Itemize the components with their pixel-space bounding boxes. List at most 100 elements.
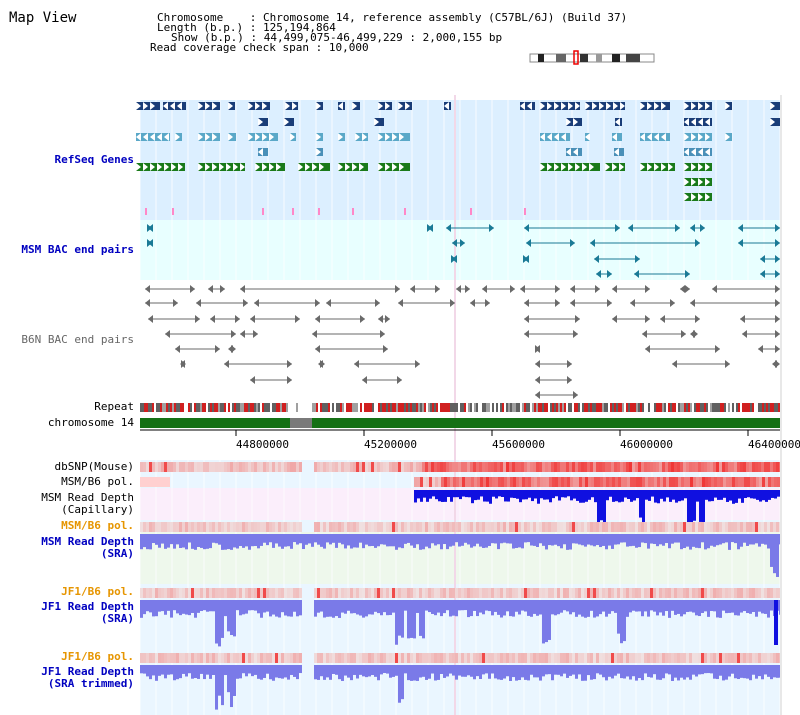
- depth-bar: [482, 600, 485, 615]
- depth-bar: [218, 534, 221, 545]
- heat-cell: [158, 462, 161, 472]
- b6n-bac-track[interactable]: [145, 285, 780, 399]
- gene-exon-arrow: [164, 133, 169, 141]
- depth-bar: [392, 600, 395, 613]
- heat-cell: [419, 653, 422, 663]
- track-label-jf1-b6-pol-2[interactable]: JF1/B6 pol.: [61, 650, 134, 663]
- gene-exon-arrow: [645, 345, 650, 353]
- heat-cell: [230, 522, 233, 532]
- msm-b6-pol-track-2[interactable]: [140, 522, 782, 532]
- repeat-element: [656, 403, 658, 412]
- track-label-msm-b6-pol-2[interactable]: MSM/B6 pol.: [61, 519, 134, 532]
- repeat-element: [512, 403, 514, 412]
- jf1-read-depth-trimmed-track[interactable]: [140, 665, 782, 710]
- heat-cell: [140, 522, 143, 532]
- depth-bar: [513, 490, 516, 499]
- gene-exon-arrow: [250, 315, 255, 323]
- gene-exon-arrow: [615, 224, 620, 232]
- depth-bar: [741, 490, 744, 503]
- jf1-b6-pol-track-2[interactable]: [140, 653, 782, 663]
- heat-cell: [269, 462, 272, 472]
- heat-cell: [257, 588, 260, 598]
- depth-bar: [656, 534, 659, 547]
- track-label-jf1-b6-pol[interactable]: JF1/B6 pol.: [61, 585, 134, 598]
- heat-cell: [200, 462, 203, 472]
- repeat-element: [638, 403, 640, 412]
- repeat-element: [604, 403, 606, 412]
- depth-bar: [335, 600, 338, 617]
- repeat-element: [204, 403, 206, 412]
- heat-cell: [326, 522, 329, 532]
- jf1-read-depth-sra-track[interactable]: [140, 600, 782, 647]
- msm-read-depth-sra-track[interactable]: [140, 534, 782, 577]
- track-label-repeat[interactable]: Repeat: [94, 400, 134, 413]
- gene-exon-arrow: [269, 163, 274, 171]
- heat-cell: [359, 462, 362, 472]
- heat-cell: [362, 653, 365, 663]
- depth-bar: [569, 600, 572, 615]
- heat-cell: [437, 653, 440, 663]
- track-label-dbsnp[interactable]: dbSNP(Mouse): [54, 460, 134, 473]
- depth-bar: [491, 600, 494, 616]
- refseq-gene-track[interactable]: [136, 102, 780, 215]
- depth-bar: [668, 534, 671, 549]
- depth-bar: [485, 665, 488, 674]
- heat-cell: [485, 522, 488, 532]
- repeat-element: [536, 403, 538, 412]
- heat-cell: [299, 462, 302, 472]
- depth-bar: [398, 665, 401, 703]
- track-label-msm-b6-pol[interactable]: MSM/B6 pol.: [61, 475, 134, 488]
- gene-exon-arrow: [338, 133, 343, 141]
- repeat-element: [434, 403, 436, 412]
- depth-bar: [596, 600, 599, 617]
- depth-bar: [182, 534, 185, 548]
- heat-cell: [515, 588, 518, 598]
- track-label-msm-depth-capillary[interactable]: MSM Read Depth: [41, 491, 134, 504]
- msm-bac-track[interactable]: [147, 224, 780, 278]
- chromosome-bar[interactable]: [140, 418, 780, 428]
- depth-bar: [284, 665, 287, 678]
- heat-cell: [698, 522, 701, 532]
- repeat-track[interactable]: [140, 403, 780, 412]
- depth-bar: [479, 534, 482, 547]
- repeat-element: [368, 403, 370, 412]
- heat-cell: [332, 522, 335, 532]
- track-label-jf1-depth-trimmed[interactable]: JF1 Read Depth: [41, 665, 134, 678]
- track-label-refseq[interactable]: RefSeq Genes: [54, 153, 134, 166]
- repeat-element: [258, 403, 260, 412]
- heat-cell: [404, 462, 407, 472]
- heat-cell: [179, 462, 182, 472]
- depth-bar: [341, 665, 344, 681]
- depth-bar: [749, 600, 752, 614]
- gene-exon-arrow: [444, 102, 449, 110]
- depth-bar: [200, 534, 203, 548]
- depth-bar: [344, 534, 347, 549]
- track-label-b6n-bac[interactable]: B6N BAC end pairs: [21, 333, 134, 346]
- depth-bar: [272, 534, 275, 548]
- depth-bar: [659, 534, 662, 545]
- msm-read-depth-capillary-track[interactable]: [414, 490, 780, 531]
- gene-exon-arrow: [399, 163, 404, 171]
- depth-bar: [140, 665, 143, 674]
- repeat-element: [166, 403, 168, 412]
- track-label-chromosome[interactable]: chromosome 14: [47, 416, 134, 429]
- msm-b6-pol-track-1[interactable]: [140, 477, 780, 487]
- track-label-msm-bac[interactable]: MSM BAC end pairs: [21, 243, 134, 256]
- gene-exon-arrow: [705, 193, 710, 201]
- jf1-b6-pol-track-1[interactable]: [140, 588, 782, 598]
- dbsnp-track[interactable]: [140, 462, 782, 472]
- gene-exon-arrow: [262, 102, 267, 110]
- depth-bar: [671, 534, 674, 544]
- track-label-jf1-depth-sra[interactable]: JF1 Read Depth: [41, 600, 134, 613]
- heat-cell: [722, 653, 725, 663]
- track-label-msm-depth-sra[interactable]: MSM Read Depth: [41, 535, 134, 548]
- depth-bar: [740, 600, 743, 613]
- repeat-element: [570, 403, 572, 412]
- heat-cell: [347, 588, 350, 598]
- depth-bar: [188, 665, 191, 674]
- depth-bar: [653, 534, 656, 544]
- heat-cell: [621, 477, 624, 487]
- depth-bar: [263, 600, 266, 613]
- repeat-element: [582, 403, 584, 412]
- chromosome-ideogram[interactable]: [529, 50, 655, 65]
